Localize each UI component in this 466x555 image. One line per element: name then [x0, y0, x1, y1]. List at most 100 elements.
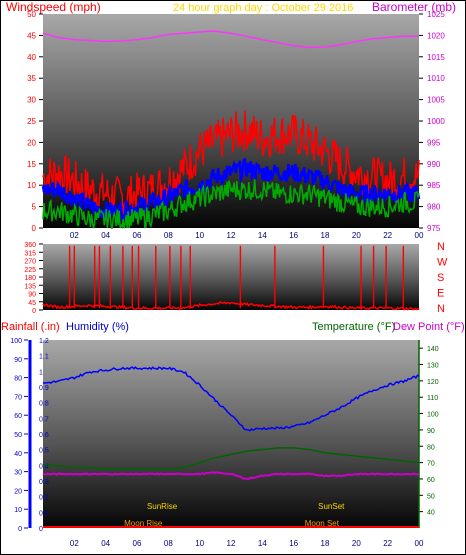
- baro-tick-label: 1020: [427, 31, 445, 40]
- weather-x-tick-label: 16: [289, 539, 298, 548]
- rain-tick-label: 0.7: [39, 416, 49, 423]
- wind-x-tick-label: 02: [70, 231, 79, 240]
- wind-chart: 0510152025303540455097598098599099510001…: [27, 10, 445, 240]
- humidity-tick-label: 50: [14, 432, 22, 439]
- temp-tick-label: 70: [427, 461, 435, 468]
- dewpoint-line: [42, 471, 420, 480]
- weather-panel-bg: [43, 340, 419, 528]
- humidity-tick-label: 20: [14, 488, 22, 495]
- temp-tick-label: 140: [427, 346, 439, 353]
- wind-tick-label: 25: [27, 117, 36, 126]
- direction-tick-label: 180: [24, 275, 36, 282]
- compass-label: E: [437, 288, 444, 300]
- baro-tick-label: 1025: [427, 10, 445, 19]
- wind-tick-label: 5: [32, 203, 37, 212]
- direction-tick-label: 45: [28, 300, 36, 307]
- wind-x-tick-label: 10: [195, 231, 204, 240]
- temperature-line: [42, 447, 420, 470]
- sun-annotation: SunSet: [318, 502, 345, 511]
- weather-x-tick-label: 20: [352, 539, 361, 548]
- humidity-tick-label: 90: [14, 357, 22, 364]
- barometer-line: [42, 30, 419, 49]
- rain-tick-label: 0: [39, 526, 43, 533]
- baro-tick-label: 1000: [427, 117, 445, 126]
- moon-annotation: Moon Rise: [124, 519, 163, 528]
- humidity-tick-label: 10: [14, 507, 22, 514]
- wind-x-tick-label: 20: [352, 231, 361, 240]
- direction-tick-label: 0: [32, 308, 36, 315]
- rain-tick-label: 1: [39, 369, 43, 376]
- humidity-tick-label: 0: [18, 526, 22, 533]
- wind-x-tick-label: 18: [321, 231, 330, 240]
- compass-label: N: [437, 241, 445, 253]
- wind-tick-label: 0: [32, 224, 37, 233]
- wind-x-tick-label: 16: [289, 231, 298, 240]
- wind-x-tick-label: 00: [415, 231, 424, 240]
- wind-tick-label: 15: [27, 160, 36, 169]
- humidity-axis-title: Humidity (%): [66, 321, 129, 333]
- wind-tick-label: 20: [27, 138, 36, 147]
- direction-panel-bg: [43, 244, 419, 310]
- weather-x-tick-label: 06: [133, 539, 142, 548]
- temp-tick-label: 120: [427, 379, 439, 386]
- temp-tick-label: 60: [427, 477, 435, 484]
- humidity-tick-label: 60: [14, 413, 22, 420]
- barometer-axis-title: Barometer (mb): [372, 0, 456, 14]
- rain-tick-label: 0.4: [39, 463, 49, 470]
- weather-x-tick-label: 18: [321, 539, 330, 548]
- baro-tick-label: 1005: [427, 96, 445, 105]
- wind-tick-label: 30: [27, 96, 36, 105]
- temp-tick-label: 50: [427, 493, 435, 500]
- graph-title: 24 hour graph day : October 29 2016: [173, 2, 353, 14]
- rain-tick-label: 0.2: [39, 495, 49, 502]
- wind-tick-label: 45: [27, 31, 36, 40]
- baro-tick-label: 995: [427, 138, 441, 147]
- baro-tick-label: 980: [427, 203, 441, 212]
- humidity-tick-label: 100: [10, 338, 22, 345]
- wind-direction-line: [42, 301, 420, 311]
- wind-tick-label: 35: [27, 74, 36, 83]
- rainfall-axis-title: Rainfall (.in): [1, 321, 60, 333]
- compass-label: S: [437, 272, 444, 284]
- temp-tick-label: 40: [427, 510, 435, 517]
- direction-tick-label: 225: [24, 267, 36, 274]
- compass-label: N: [437, 303, 445, 315]
- direction-tick-label: 135: [24, 283, 36, 290]
- direction-tick-label: 90: [28, 292, 36, 299]
- humidity-tick-label: 40: [14, 451, 22, 458]
- wind-x-tick-label: 22: [383, 231, 392, 240]
- direction-tick-label: 315: [24, 250, 36, 257]
- humidity-tick-label: 70: [14, 394, 22, 401]
- weather-x-tick-label: 02: [70, 539, 79, 548]
- wind-x-tick-label: 12: [227, 231, 236, 240]
- weather-x-tick-label: 10: [195, 539, 204, 548]
- sun-annotation: SunRise: [147, 502, 178, 511]
- weather-x-tick-label: 12: [227, 539, 236, 548]
- weather-x-tick-label: 22: [383, 539, 392, 548]
- weather-chart: 010203040506070809010000.10.20.30.40.50.…: [10, 338, 438, 548]
- wind-series-line: [42, 110, 420, 218]
- humidity-tick-label: 30: [14, 470, 22, 477]
- wind-x-tick-label: 04: [101, 231, 110, 240]
- humidity-line: [42, 366, 420, 432]
- rain-tick-label: 0.8: [39, 401, 49, 408]
- temp-tick-label: 90: [427, 428, 435, 435]
- humidity-tick-label: 80: [14, 376, 22, 383]
- rain-tick-label: 0.6: [39, 432, 49, 439]
- direction-tick-label: 360: [24, 242, 36, 249]
- weather-x-tick-label: 08: [164, 539, 173, 548]
- windspeed-axis-title: Windspeed (mph): [6, 0, 101, 14]
- direction-tick-label: 270: [24, 259, 36, 266]
- temp-tick-label: 130: [427, 363, 439, 370]
- compass-label: W: [437, 257, 448, 269]
- weather-x-tick-label: 00: [415, 539, 424, 548]
- rain-tick-label: 0.9: [39, 385, 49, 392]
- temp-tick-label: 100: [427, 412, 439, 419]
- temp-tick-label: 80: [427, 444, 435, 451]
- rain-tick-label: 0.1: [39, 510, 49, 517]
- rain-tick-label: 0.3: [39, 479, 49, 486]
- moon-annotation: Moon Set: [305, 519, 340, 528]
